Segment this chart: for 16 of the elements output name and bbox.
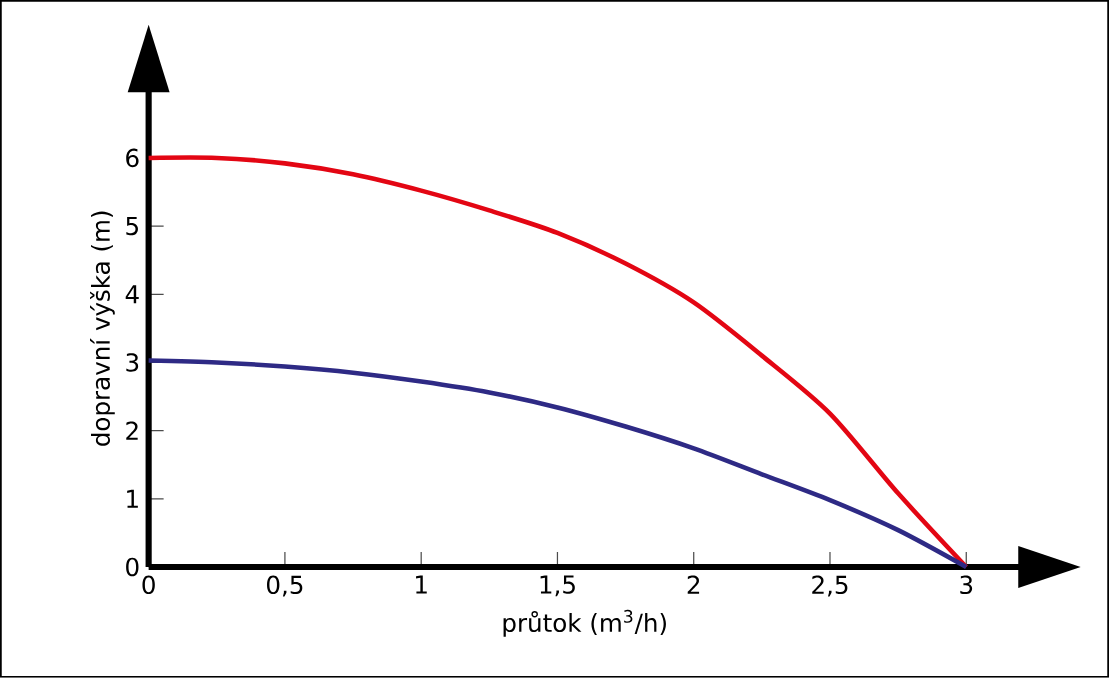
y-tick-label: 5	[126, 217, 138, 236]
y-tick-label: 4	[125, 285, 139, 304]
y-tick-label: 0	[126, 557, 139, 577]
x-axis-title: průtok (m$^{3}$/h)	[503, 609, 666, 638]
x-tick-label: 1,5	[540, 575, 575, 597]
y-axis-title: dopravní výška (m)	[90, 211, 115, 447]
x-tick-label: 2,5	[812, 575, 848, 597]
y-tick-label: 6	[126, 148, 139, 168]
y-tick-label: 2	[126, 421, 138, 440]
x-tick-label: 1	[416, 575, 427, 594]
x-tick-label: 3	[960, 575, 973, 595]
x-tick-label: 0	[142, 575, 155, 595]
y-tick-label: 1	[127, 490, 138, 508]
x-tick-label: 2	[687, 575, 700, 594]
x-tick-label: 0,5	[267, 575, 303, 597]
y-tick-label: 3	[126, 353, 139, 372]
